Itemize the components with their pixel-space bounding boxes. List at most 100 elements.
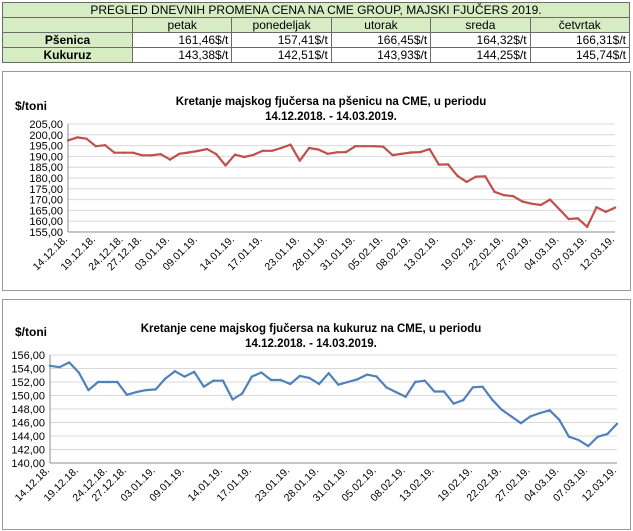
data-point — [307, 146, 311, 150]
data-point — [94, 145, 98, 148]
data-point — [490, 398, 494, 401]
data-point — [58, 365, 61, 369]
data-point — [187, 151, 190, 154]
day-header: ponedeljak — [231, 17, 332, 33]
y-tick-label: 200,00 — [29, 130, 63, 142]
data-point — [529, 415, 532, 418]
table-row-corn: Kukuruz 143,38$/t 142,51$/t 143,93$/t 14… — [2, 47, 631, 63]
data-point — [326, 152, 329, 156]
data-point — [465, 180, 468, 184]
data-point — [77, 371, 81, 374]
data-point — [471, 386, 475, 389]
data-point — [168, 158, 172, 161]
data-point — [68, 361, 71, 364]
price-cell: 164,32$/t — [430, 32, 531, 48]
data-point — [113, 151, 116, 154]
y-tick-label: 165,00 — [29, 205, 63, 217]
data-point — [252, 153, 255, 157]
wheat-plot-area: 155,00160,00165,00170,00175,00180,00185,… — [29, 119, 617, 273]
data-point — [154, 388, 157, 391]
data-point — [493, 190, 496, 194]
data-point — [423, 379, 426, 382]
price-cell: 157,41$/t — [231, 32, 332, 48]
y-tick-label: 144,00 — [11, 431, 45, 443]
data-point — [125, 393, 129, 397]
data-point — [140, 154, 144, 157]
data-point — [250, 375, 254, 378]
data-point — [538, 411, 542, 415]
data-point — [298, 159, 301, 162]
chart-title-line2: 14.12.2018. - 14.03.2019. — [265, 111, 397, 123]
data-point — [577, 438, 580, 442]
price-cell: 142,51$/t — [231, 47, 332, 63]
data-point — [164, 377, 167, 380]
data-point — [456, 174, 459, 178]
y-tick-label: 148,00 — [11, 404, 45, 416]
data-point — [270, 149, 274, 152]
data-point — [558, 418, 561, 421]
data-point — [135, 390, 138, 394]
data-point — [567, 217, 570, 221]
y-unit-label: $/toni — [15, 99, 47, 113]
data-point — [484, 175, 487, 178]
data-point — [66, 139, 70, 142]
data-point — [178, 152, 181, 156]
price-cell: 161,46$/t — [131, 32, 233, 48]
data-point — [400, 152, 403, 156]
y-tick-label: 140,00 — [11, 458, 45, 470]
data-point — [205, 147, 209, 151]
row-label: Kukuruz — [2, 47, 133, 63]
chart-title-line2: 14.12.2018. - 14.03.2019. — [245, 338, 377, 350]
y-tick-label: 152,00 — [11, 377, 45, 389]
data-point — [122, 151, 125, 154]
wheat-price-chart: $/toni Kretanje majskog fjučersa na pšen… — [2, 71, 631, 291]
chart-title-line1: Kretanje majskog fjučersa na pšenicu na … — [176, 96, 487, 108]
data-point — [576, 217, 580, 220]
data-point — [335, 151, 339, 154]
data-point — [433, 390, 436, 393]
price-cell: 166,45$/t — [330, 32, 432, 48]
data-point — [548, 409, 551, 412]
y-tick-label: 142,00 — [11, 445, 45, 457]
data-point — [385, 386, 388, 389]
corn-chart-svg: $/toni Kretanje cene majskog fjučersa na… — [11, 323, 619, 504]
data-point — [289, 143, 292, 146]
data-point — [404, 395, 407, 399]
day-header: sreda — [430, 17, 531, 33]
y-tick-label: 190,00 — [29, 151, 63, 163]
data-point — [48, 364, 52, 367]
data-point — [196, 149, 199, 153]
data-point — [116, 380, 119, 384]
data-point — [510, 415, 513, 418]
y-tick-label: 154,00 — [11, 364, 45, 376]
table-title: PREGLED DNEVNIH PROMENA CENA NA CME GROU… — [2, 2, 630, 18]
data-point — [242, 155, 246, 159]
data-point — [500, 408, 503, 411]
y-tick-label: 170,00 — [29, 195, 63, 207]
y-tick-label: 156,00 — [11, 350, 45, 362]
table-row-wheat: Pšenica 161,46$/t 157,41$/t 166,45$/t 16… — [2, 32, 631, 48]
data-point — [106, 380, 109, 384]
data-point — [308, 376, 311, 380]
price-cell: 145,74$/t — [529, 47, 631, 63]
row-label: Pšenica — [2, 32, 133, 48]
day-header: utorak — [330, 17, 432, 33]
data-point — [192, 370, 196, 374]
data-point — [375, 375, 378, 378]
y-tick-label: 180,00 — [29, 173, 63, 185]
y-tick-label: 205,00 — [29, 119, 63, 131]
data-point — [346, 380, 350, 384]
series-line — [67, 136, 616, 228]
data-point — [87, 388, 90, 392]
data-point — [159, 153, 162, 156]
data-point — [344, 150, 348, 154]
y-tick-label: 146,00 — [11, 418, 45, 430]
data-point — [558, 208, 561, 211]
data-point — [428, 147, 431, 151]
wheat-chart-svg: $/toni Kretanje majskog fjučersa na pšen… — [15, 96, 617, 273]
data-point — [511, 194, 515, 198]
data-point — [280, 146, 283, 150]
data-point — [365, 373, 369, 376]
data-point — [372, 145, 376, 148]
